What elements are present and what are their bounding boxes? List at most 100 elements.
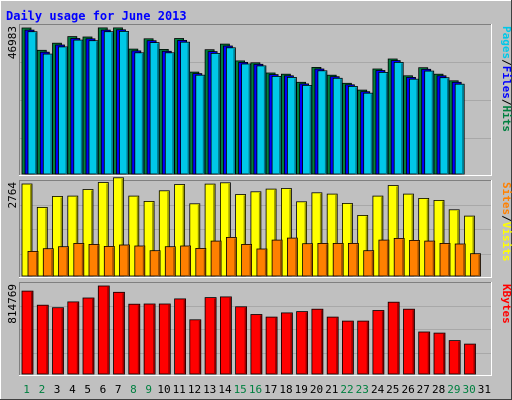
- bar-pages-day-1: [27, 31, 38, 175]
- bar-kbytes-day-27: [418, 331, 431, 375]
- legend: Pages/Files/Hits: [500, 26, 512, 132]
- bar-pages-day-3: [58, 46, 68, 175]
- x-label-day-22: 22: [340, 383, 353, 396]
- bar-shade-pages-day-19: [309, 86, 312, 174]
- bar-shade-kbytes-day-21: [336, 318, 338, 374]
- bar-shade-kbytes-day-30: [473, 345, 475, 374]
- bar-shade-sites-day-17: [280, 241, 282, 276]
- bar-shade-visits-day-4: [75, 197, 78, 276]
- bar-kbytes-day-23: [357, 320, 370, 375]
- bar-shade-pages-day-12: [202, 76, 205, 174]
- bar-shade-sites-day-22: [356, 244, 358, 276]
- bar-shade-visits-day-6: [106, 183, 108, 276]
- legend-item-4: Hits: [500, 106, 512, 133]
- bar-sites-day-16: [256, 248, 268, 277]
- series-pages: [27, 30, 465, 175]
- bar-shade-visits-day-22: [350, 204, 352, 276]
- bar-kbytes-day-7: [113, 291, 125, 375]
- bar-shade-visits-day-28: [442, 201, 444, 276]
- bar-visits-day-20: [311, 192, 323, 277]
- legend-item-3: /: [500, 99, 512, 106]
- panel-kbytes: 814769 KBytes: [6, 282, 512, 376]
- bar-visits-day-25: [387, 185, 399, 277]
- bar-shade-pages-day-15: [248, 65, 251, 174]
- bar-shade-visits-day-18: [289, 189, 291, 276]
- bar-shade-kbytes-day-16: [259, 315, 262, 374]
- x-label-day-29: 29: [447, 383, 460, 396]
- bar-pages-day-8: [134, 52, 145, 175]
- bar-shade-kbytes-day-22: [351, 322, 353, 374]
- bar-visits-day-4: [67, 195, 79, 277]
- bar-visits-day-27: [418, 197, 430, 277]
- bar-visits-day-2: [36, 206, 48, 277]
- x-label-day-21: 21: [325, 383, 338, 396]
- bar-kbytes-day-9: [143, 303, 156, 375]
- bar-sites-day-23: [363, 250, 375, 277]
- bar-visits-day-24: [372, 195, 384, 277]
- panel-pages-files-hits: 46983 Pages/Files/Hits: [6, 24, 512, 176]
- bar-kbytes-day-29: [448, 340, 461, 375]
- bar-shade-pages-day-2: [50, 55, 52, 174]
- bar-shade-visits-day-1: [30, 185, 32, 276]
- bar-shade-kbytes-day-26: [412, 310, 414, 374]
- bar-shade-kbytes-day-12: [198, 320, 201, 374]
- bar-kbytes-day-15: [235, 306, 248, 375]
- x-label-day-19: 19: [295, 383, 308, 396]
- bar-shade-kbytes-day-8: [137, 305, 140, 374]
- bar-shade-pages-day-5: [96, 41, 98, 175]
- x-label-day-20: 20: [310, 383, 323, 396]
- bar-pages-day-15: [241, 63, 252, 175]
- x-label-day-10: 10: [157, 383, 170, 396]
- bar-kbytes-day-22: [341, 320, 354, 375]
- bar-visits-day-13: [204, 183, 216, 277]
- bar-visits-day-1: [21, 183, 33, 277]
- x-label-day-5: 5: [84, 383, 91, 396]
- bar-shade-sites-day-12: [203, 249, 206, 276]
- legend-item-0: KBytes: [500, 284, 512, 324]
- x-label-day-4: 4: [69, 383, 76, 396]
- bar-shade-visits-day-8: [136, 197, 139, 276]
- bar-visits-day-14: [219, 182, 231, 277]
- bar-sites-day-1: [27, 250, 39, 277]
- panel-visits-sites: 2764 Sites/Visits: [6, 177, 512, 278]
- bar-sites-day-25: [393, 237, 405, 277]
- bar-shade-pages-day-27: [431, 72, 434, 174]
- bar-shade-sites-day-23: [371, 251, 374, 276]
- bar-shade-pages-day-1: [35, 32, 37, 175]
- bar-pages-day-11: [180, 41, 191, 175]
- bar-shade-kbytes-day-27: [427, 333, 430, 374]
- bar-shade-sites-day-20: [325, 244, 328, 276]
- bar-visits-day-6: [97, 182, 109, 277]
- bar-shade-visits-day-21: [335, 195, 337, 276]
- x-label-day-15: 15: [234, 383, 247, 396]
- legend-item-2: Files: [500, 66, 512, 99]
- bar-shade-pages-day-24: [385, 73, 388, 174]
- bar-visits-day-17: [265, 188, 277, 277]
- bar-kbytes-day-3: [52, 307, 64, 375]
- bar-shade-sites-day-27: [432, 242, 435, 276]
- bar-shade-sites-day-7: [127, 246, 129, 276]
- bar-shade-kbytes-day-6: [107, 287, 109, 374]
- bar-kbytes-day-12: [189, 319, 202, 375]
- ymax-label: 2764: [6, 182, 19, 209]
- bar-shade-pages-day-13: [218, 54, 220, 174]
- bar-shade-visits-day-15: [243, 195, 246, 276]
- bar-shade-visits-day-29: [457, 210, 459, 276]
- ymax-label: 46983: [6, 26, 19, 59]
- bar-sites-day-24: [378, 239, 390, 277]
- bar-shade-kbytes-day-2: [46, 306, 48, 374]
- bar-shade-pages-day-18: [294, 78, 296, 174]
- bar-shade-visits-day-12: [197, 204, 200, 276]
- bar-sites-day-3: [58, 246, 69, 277]
- bar-shade-sites-day-2: [51, 249, 53, 276]
- legend-item-0: Sites: [500, 182, 512, 215]
- bar-shade-sites-day-16: [264, 250, 267, 276]
- bar-shade-pages-day-9: [157, 43, 159, 174]
- bar-shade-pages-day-22: [355, 87, 357, 174]
- bar-shade-visits-day-25: [396, 186, 398, 276]
- bar-shade-kbytes-day-13: [214, 298, 216, 374]
- bar-shade-visits-day-23: [365, 216, 368, 276]
- bar-shade-kbytes-day-11: [183, 299, 186, 374]
- bar-shade-visits-day-30: [472, 217, 474, 276]
- x-label-day-27: 27: [417, 383, 430, 396]
